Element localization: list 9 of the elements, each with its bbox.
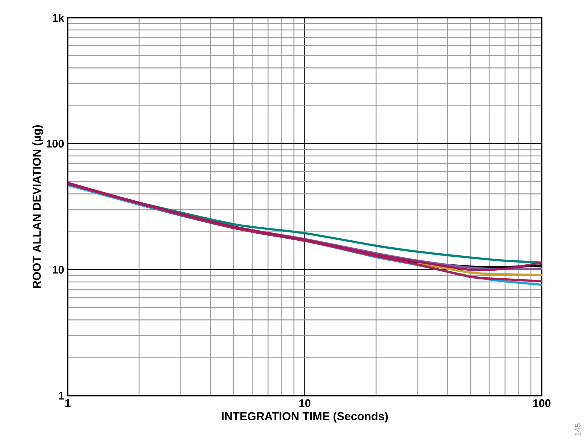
x-tick-label: 10 [300,400,311,408]
x-axis-title: INTEGRATION TIME (Seconds) [222,412,388,423]
x-tick-label: 1 [66,400,71,408]
y-tick-label: 10 [52,266,64,274]
y-axis-title: ROOT ALLAN DEVIATION (µg) [32,125,44,288]
x-tick-label: 100 [534,400,551,408]
y-tick-label: 1 [59,392,64,400]
y-tick-label: 1k [52,14,64,22]
y-tick-label: 100 [46,140,64,148]
